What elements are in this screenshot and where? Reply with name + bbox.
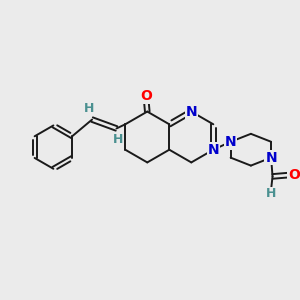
Text: N: N	[225, 135, 236, 149]
Text: H: H	[113, 133, 123, 146]
Text: N: N	[208, 143, 219, 157]
Text: N: N	[185, 105, 197, 118]
Text: O: O	[140, 89, 152, 103]
Text: N: N	[265, 151, 277, 165]
Text: O: O	[288, 168, 300, 182]
Text: H: H	[83, 102, 94, 115]
Text: H: H	[266, 187, 276, 200]
